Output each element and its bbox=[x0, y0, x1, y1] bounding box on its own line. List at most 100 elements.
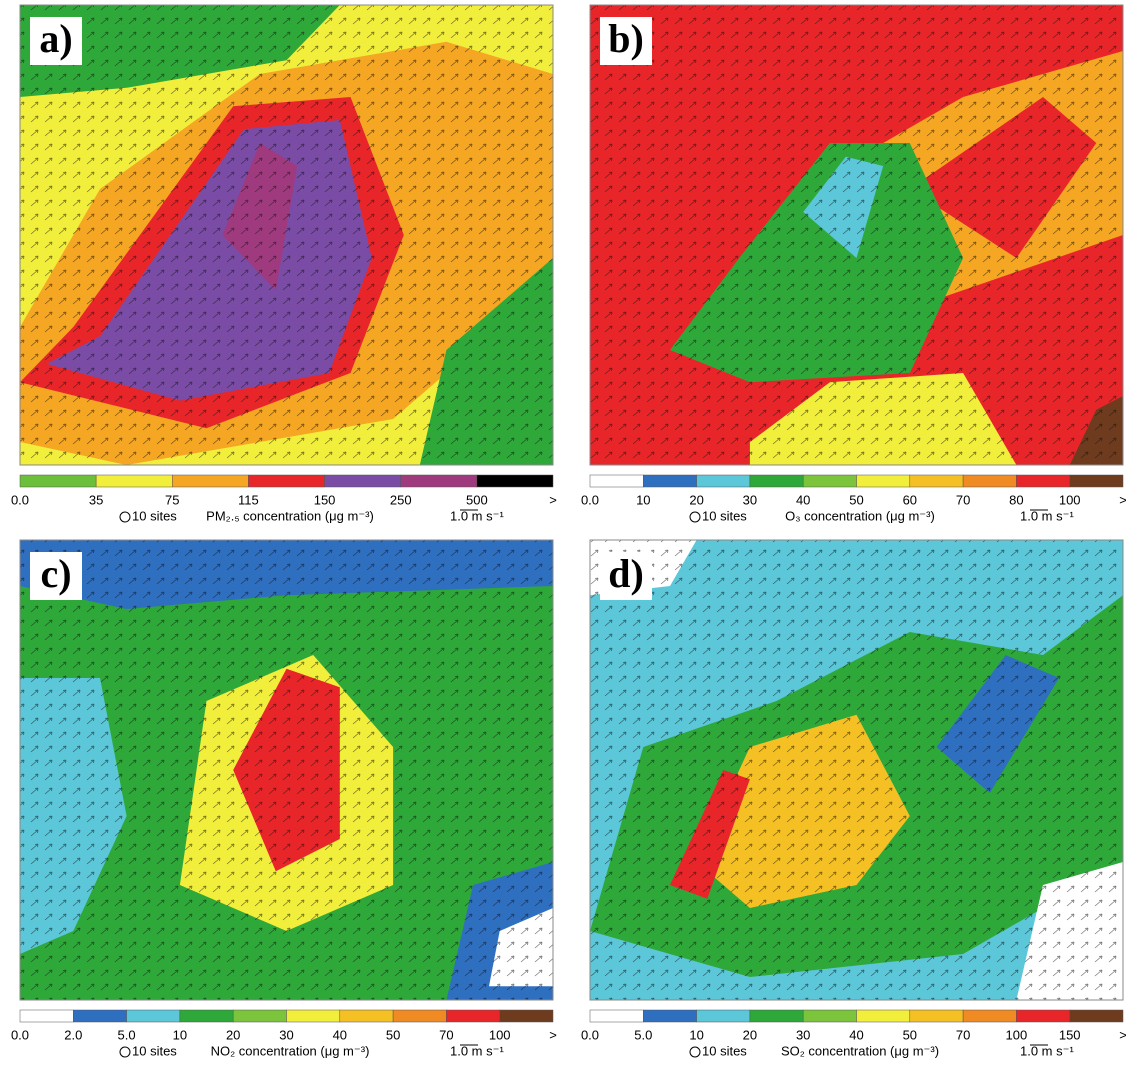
colorbar-tick-label: 150 bbox=[314, 492, 336, 507]
colorbar-segment bbox=[803, 475, 856, 487]
site-legend: 10 sites bbox=[132, 1043, 177, 1058]
quantity-label: SO₂ concentration (μg m⁻³) bbox=[781, 1043, 939, 1058]
figure: a)0.03575115150250500>10 sitesPM₂.₅ conc… bbox=[0, 0, 1126, 1072]
colorbar-segment bbox=[643, 475, 696, 487]
colorbar-segment bbox=[127, 1010, 180, 1022]
colorbar-segment bbox=[401, 475, 477, 487]
colorbar-tick-label: 30 bbox=[796, 1027, 810, 1042]
colorbar-tick-label: 500 bbox=[466, 492, 488, 507]
colorbar-segment bbox=[477, 475, 553, 487]
panel: d) 0.0 5.0 10 20 30 40 50 70 100 150 >10 sites SO₂ c… bbox=[581, 540, 1126, 1058]
wind-legend: 1.0 m s⁻¹ bbox=[1020, 508, 1074, 523]
colorbar-tick-label: 60 bbox=[903, 492, 917, 507]
colorbar-tick-label: 10 bbox=[636, 492, 650, 507]
site-marker bbox=[690, 512, 700, 522]
quantity-label: O₃ concentration (μg m⁻³) bbox=[785, 508, 935, 523]
colorbar-segment bbox=[963, 1010, 1016, 1022]
colorbar-segment bbox=[180, 1010, 233, 1022]
panel-label: c) bbox=[40, 551, 71, 596]
colorbar-tick-label: 30 bbox=[743, 492, 757, 507]
colorbar-segment bbox=[20, 475, 96, 487]
wind-vectors bbox=[590, 5, 1123, 465]
colorbar-tick-label: 0.0 bbox=[581, 492, 599, 507]
colorbar-segment bbox=[590, 475, 643, 487]
colorbar-segment bbox=[500, 1010, 553, 1022]
colorbar-tick-label: 2.0 bbox=[64, 1027, 82, 1042]
colorbar-segment bbox=[446, 1010, 499, 1022]
colorbar-tick-label: > bbox=[549, 1027, 557, 1042]
site-marker bbox=[120, 512, 130, 522]
colorbar-segment bbox=[172, 475, 248, 487]
colorbar-segment bbox=[248, 475, 324, 487]
colorbar-segment bbox=[857, 1010, 910, 1022]
colorbar-segment bbox=[697, 475, 750, 487]
colorbar-tick-label: 5.0 bbox=[634, 1027, 652, 1042]
colorbar-tick-label: 50 bbox=[386, 1027, 400, 1042]
site-legend: 10 sites bbox=[702, 1043, 747, 1058]
wind-legend: 1.0 m s⁻¹ bbox=[450, 508, 504, 523]
colorbar-segment bbox=[73, 1010, 126, 1022]
wind-legend: 1.0 m s⁻¹ bbox=[1020, 1043, 1074, 1058]
colorbar-tick-label: 10 bbox=[689, 1027, 703, 1042]
colorbar-segment bbox=[803, 1010, 856, 1022]
colorbar-tick-label: 80 bbox=[1009, 492, 1023, 507]
site-legend: 10 sites bbox=[702, 508, 747, 523]
colorbar-segment bbox=[393, 1010, 446, 1022]
colorbar-tick-label: > bbox=[549, 492, 557, 507]
colorbar-tick-label: 50 bbox=[903, 1027, 917, 1042]
colorbar-segment bbox=[910, 1010, 963, 1022]
site-marker bbox=[120, 1047, 130, 1057]
colorbar-tick-label: 0.0 bbox=[11, 492, 29, 507]
colorbar-segment bbox=[750, 475, 803, 487]
colorbar-tick-label: 5.0 bbox=[118, 1027, 136, 1042]
colorbar-tick-label: 250 bbox=[390, 492, 412, 507]
colorbar-segment bbox=[96, 475, 172, 487]
colorbar-tick-label: 40 bbox=[333, 1027, 347, 1042]
panel-label: b) bbox=[608, 16, 644, 61]
colorbar-tick-label: 10 bbox=[173, 1027, 187, 1042]
wind-vectors bbox=[20, 5, 553, 465]
site-marker bbox=[690, 1047, 700, 1057]
colorbar-tick-label: 30 bbox=[279, 1027, 293, 1042]
colorbar-tick-label: > bbox=[1119, 1027, 1126, 1042]
colorbar-segment bbox=[590, 1010, 643, 1022]
colorbar-tick-label: 100 bbox=[489, 1027, 511, 1042]
colorbar-segment bbox=[1016, 1010, 1069, 1022]
colorbar-segment bbox=[1070, 1010, 1123, 1022]
colorbar-segment bbox=[643, 1010, 696, 1022]
colorbar-segment bbox=[1016, 475, 1069, 487]
wind-vectors bbox=[20, 540, 553, 1000]
colorbar-segment bbox=[857, 475, 910, 487]
panel-label: d) bbox=[608, 551, 644, 596]
colorbar-tick-label: 100 bbox=[1006, 1027, 1028, 1042]
wind-legend: 1.0 m s⁻¹ bbox=[450, 1043, 504, 1058]
colorbar-tick-label: 0.0 bbox=[581, 1027, 599, 1042]
colorbar-tick-label: 20 bbox=[689, 492, 703, 507]
colorbar-tick-label: 75 bbox=[165, 492, 179, 507]
colorbar-tick-label: 40 bbox=[796, 492, 810, 507]
colorbar-segment bbox=[697, 1010, 750, 1022]
colorbar-tick-label: 100 bbox=[1059, 492, 1081, 507]
colorbar-tick-label: 40 bbox=[849, 1027, 863, 1042]
colorbar-segment bbox=[750, 1010, 803, 1022]
quantity-label: PM₂.₅ concentration (μg m⁻³) bbox=[206, 508, 374, 523]
colorbar-tick-label: 70 bbox=[956, 1027, 970, 1042]
colorbar-tick-label: 70 bbox=[956, 492, 970, 507]
colorbar-tick-label: 70 bbox=[439, 1027, 453, 1042]
colorbar-tick-label: 115 bbox=[238, 492, 259, 507]
colorbar-segment bbox=[1070, 475, 1123, 487]
colorbar-segment bbox=[20, 1010, 73, 1022]
colorbar-segment bbox=[287, 1010, 340, 1022]
colorbar-segment bbox=[963, 475, 1016, 487]
colorbar-tick-label: 0.0 bbox=[11, 1027, 29, 1042]
colorbar-segment bbox=[325, 475, 401, 487]
wind-vectors bbox=[590, 540, 1123, 1000]
colorbar-tick-label: 20 bbox=[743, 1027, 757, 1042]
colorbar-segment bbox=[233, 1010, 286, 1022]
colorbar-tick-label: 20 bbox=[226, 1027, 240, 1042]
colorbar-tick-label: 150 bbox=[1059, 1027, 1081, 1042]
colorbar-tick-label: 35 bbox=[89, 492, 103, 507]
